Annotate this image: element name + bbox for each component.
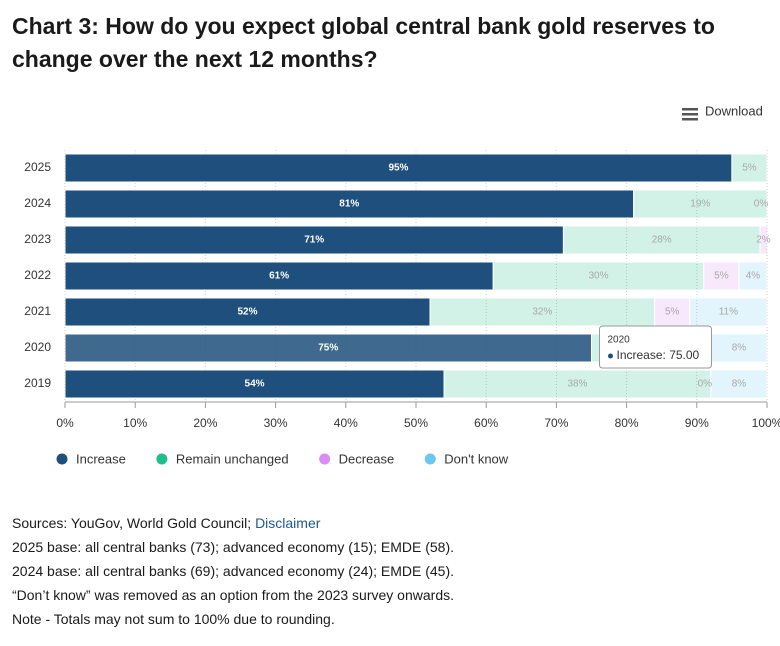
tooltip-text: Increase: 75.00 [617,348,700,362]
menu-icon [682,108,698,111]
data-label: 0% [698,379,713,390]
footer-note: 2025 base: all central banks (73); advan… [12,539,455,555]
bar-segment [443,369,712,399]
x-tick-label: 50% [404,416,428,430]
data-label: 4% [746,271,761,282]
legend-label: Remain unchanged [176,451,289,466]
x-tick-label: 10% [123,416,147,430]
data-label: 5% [714,271,729,282]
bar-segment [65,261,494,291]
legend-marker [424,453,436,465]
x-tick-label: 80% [615,416,639,430]
legend-marker [156,453,168,465]
bar-segment [65,297,431,327]
tooltip: 2020 Increase: 75.00 [599,325,712,369]
bar-segment [710,369,767,399]
data-label: 8% [732,379,747,390]
data-label: 11% [719,307,738,318]
data-label: 81% [339,199,359,210]
menu-icon [682,113,698,116]
bar-segment [429,297,656,327]
data-label: 28% [652,235,672,246]
footer-note: 2024 base: all central banks (69); advan… [12,563,455,579]
data-label: 52% [238,307,258,318]
x-tick-label: 40% [334,416,358,430]
bar-segment [759,225,767,255]
tooltip-title: 2020 [608,335,631,346]
bar-segment [703,261,740,291]
chart-title: Chart 3: How do you expect global centra… [12,13,715,72]
data-label: 54% [245,379,265,390]
bar-segment [562,225,761,255]
bar-segment [492,261,705,291]
sources-text: Sources: YouGov, World Gold Council; [12,515,256,531]
x-tick-label: 100% [752,416,780,430]
data-label: 95% [388,163,408,174]
bar-segment [654,297,691,327]
y-tick-label: 2019 [24,376,51,390]
data-label: 5% [742,163,757,174]
legend-marker [56,453,68,465]
y-tick-label: 2023 [24,232,51,246]
data-label: 0% [754,199,769,210]
bar-segment [633,189,767,219]
legend-label: Increase [76,451,126,466]
data-label: 19% [690,199,710,210]
data-label: 61% [269,271,289,282]
bar-segment [689,297,767,327]
download-button[interactable]: Download [682,103,763,121]
bar-segment [731,153,767,183]
x-tick-label: 20% [193,416,217,430]
y-tick-label: 2022 [24,268,51,282]
footer-notes: 2025 base: all central banks (73); advan… [12,535,454,631]
x-tick-label: 0% [56,416,74,430]
bar-segment [65,333,592,363]
y-tick-label: 2024 [24,196,51,210]
plot [65,153,767,399]
x-tick-label: 30% [264,416,288,430]
menu-icon [682,118,698,121]
tooltip-box [599,325,712,369]
tooltip-marker [608,353,613,359]
footer-note: “Don’t know” was removed as an option fr… [12,587,454,603]
x-tick-label: 70% [544,416,568,430]
x-tick-label: 90% [685,416,709,430]
data-label: 71% [304,235,324,246]
y-tick-label: 2020 [24,340,51,354]
sources: Sources: YouGov, World Gold Council; Dis… [12,511,454,535]
legend-marker [319,453,331,465]
bar-segment [738,261,767,291]
data-label: 2% [756,235,771,246]
data-label: 32% [532,307,552,318]
data-label: 38% [567,379,587,390]
x-tick-label: 60% [474,416,498,430]
footer: Sources: YouGov, World Gold Council; Dis… [12,511,454,631]
y-tick-label: 2025 [24,160,51,174]
download-label[interactable]: Download [705,103,763,118]
y-tick-label: 2021 [24,304,51,318]
legend-label: Don't know [444,451,509,466]
footer-note: Note - Totals may not sum to 100% due to… [12,611,335,627]
legend-label: Decrease [339,451,395,466]
data-label: 5% [665,307,680,318]
data-label: 30% [589,271,609,282]
data-label: 8% [732,343,747,354]
data-label: 75% [318,343,338,354]
bar-segment [65,153,733,183]
chart: Download 0% 10% 20% 30% 40% 50% 60% 70% 80% 90% 10… [24,103,780,466]
bar-segment [65,189,635,219]
disclaimer-link[interactable]: Disclaimer [255,515,321,531]
